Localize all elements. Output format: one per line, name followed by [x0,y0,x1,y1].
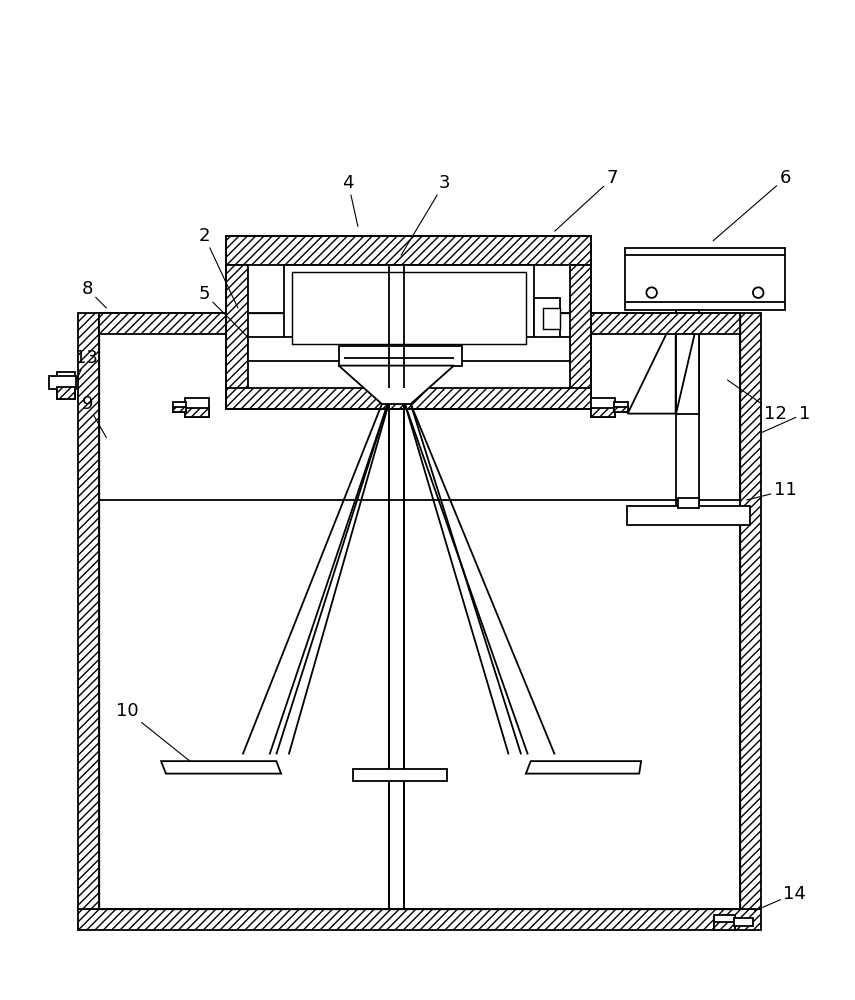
Polygon shape [675,315,699,414]
Polygon shape [353,769,447,781]
Text: 4: 4 [343,174,358,226]
Text: 12: 12 [728,380,787,423]
Polygon shape [161,761,281,774]
Bar [677,498,699,508]
Bar [227,388,591,409]
Bar [625,248,785,310]
Bar [591,398,616,417]
Bar [227,236,591,265]
Bar [339,346,462,366]
Bar [98,313,740,909]
Bar [49,376,75,389]
Text: 1: 1 [761,405,810,433]
Text: 7: 7 [555,169,618,231]
Polygon shape [628,315,675,414]
Text: 9: 9 [81,395,106,438]
Polygon shape [339,366,454,404]
Bar [98,313,740,909]
Bar [57,372,74,399]
Text: 6: 6 [713,169,791,241]
Bar [173,402,186,412]
Bar [591,313,740,334]
Bar [570,265,591,409]
Text: 14: 14 [754,885,806,911]
Bar [292,272,526,344]
Bar [627,506,750,525]
Bar [714,922,735,930]
Bar [185,408,209,417]
Bar [173,407,186,412]
Bar [78,313,98,909]
Bar [591,408,616,417]
Text: 3: 3 [401,174,450,255]
Bar [78,909,761,930]
Bar [247,337,570,361]
Text: 10: 10 [116,702,199,769]
Bar [543,308,561,329]
Text: 8: 8 [81,280,106,308]
Bar [614,402,628,412]
Bar [714,915,735,930]
Bar [734,918,753,926]
Bar [614,407,628,412]
Bar [57,387,74,399]
Bar [185,398,209,417]
Bar [534,298,559,339]
Polygon shape [526,761,641,774]
Bar [284,265,534,351]
Bar [675,310,699,510]
Bar [227,236,591,409]
Text: 13: 13 [74,349,97,380]
Bar [740,313,761,909]
Text: 2: 2 [198,227,238,308]
Bar [227,265,247,409]
Bar [98,313,227,334]
Text: 5: 5 [198,285,247,337]
Text: 11: 11 [746,481,797,500]
